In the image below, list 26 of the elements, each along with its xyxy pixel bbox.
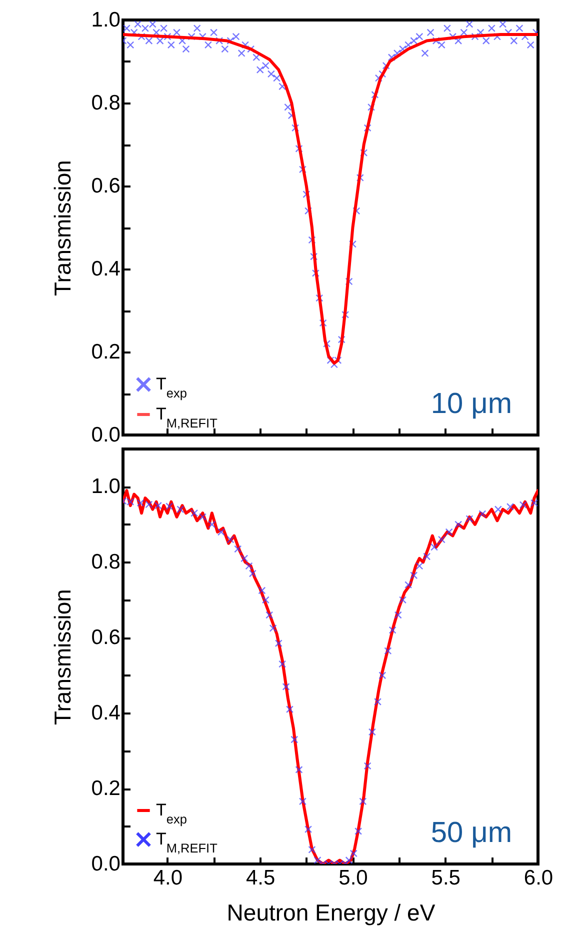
y-axis-title: Transmission xyxy=(49,160,76,296)
legend-label: T$_{exp}$ xyxy=(156,800,187,826)
y-tick-label: 0.4 xyxy=(91,702,121,725)
x-tick-label: 4.5 xyxy=(246,866,276,890)
x-tick-label: 5.0 xyxy=(338,866,368,890)
y-tick-label: 0.4 xyxy=(91,258,121,280)
x-axis-title: Neutron Energy / eV xyxy=(226,900,436,926)
y-tick-label: 0.6 xyxy=(91,174,120,198)
y-tick-label: 0.2 xyxy=(91,777,120,800)
y-tick-label: 0.8 xyxy=(91,550,120,574)
x-tick-label: 5.5 xyxy=(431,866,460,890)
y-tick-label: 1.0 xyxy=(91,8,120,32)
x-tick-label: 4.0 xyxy=(153,866,183,890)
y-axis-title: Transmission xyxy=(49,589,76,725)
y-tick-label: 0.6 xyxy=(91,626,120,650)
legend-label: T$_{M,REFIT}$ xyxy=(156,404,218,430)
legend-label: T$_{exp}$ xyxy=(156,374,187,400)
y-tick-label: 0.0 xyxy=(91,424,120,446)
legend-label: T$_{M,REFIT}$ xyxy=(156,830,218,855)
x-tick-label: 6.0 xyxy=(524,866,554,890)
annotation: 50 μm xyxy=(430,817,512,849)
annotation: 10 μm xyxy=(430,388,512,420)
y-tick-label: 0.2 xyxy=(91,340,120,364)
y-tick-label: 0.0 xyxy=(91,852,120,876)
y-tick-label: 1.0 xyxy=(91,475,120,498)
y-tick-label: 0.8 xyxy=(91,92,120,114)
